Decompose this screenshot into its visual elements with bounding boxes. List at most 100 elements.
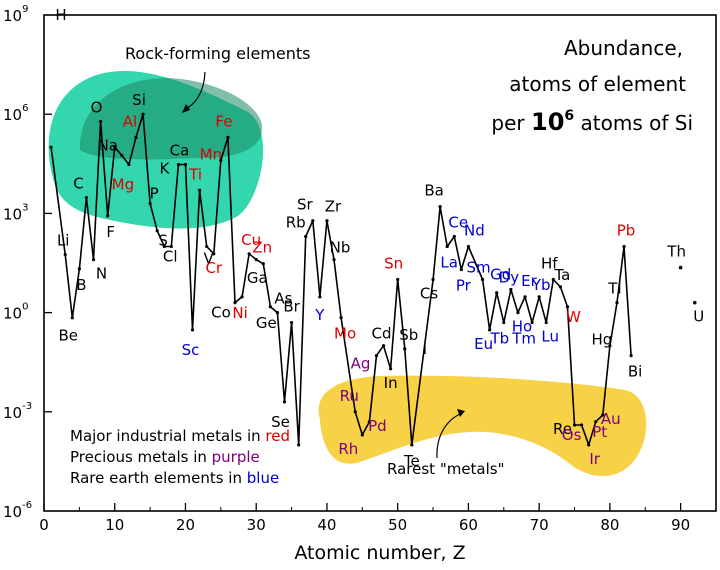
x-axis-label: Atomic number, Z [294,542,465,564]
data-point [445,244,449,249]
data-point [311,219,315,223]
rock-forming-region-dark [79,78,263,160]
rarest-arrow [436,412,463,459]
element-label-tl: Tl [607,280,621,298]
data-point [594,420,598,424]
element-label-tb: Tb [489,330,509,348]
x-tick-label: 80 [600,516,619,534]
element-label-rh: Rh [338,440,358,458]
x-tick-label: 30 [247,516,266,534]
element-label-o: O [91,99,103,117]
data-point [374,354,379,358]
element-label-ho: Ho [512,318,532,336]
element-label-ti: Ti [188,165,202,183]
data-point [289,320,294,325]
data-point [176,162,180,167]
element-label-cl: Cl [163,247,178,265]
element-label-zn: Zn [252,239,272,257]
element-label-f: F [106,223,115,241]
title-line-3: per 106 atoms of Si [491,108,693,136]
element-label-co: Co [211,304,231,322]
data-point [155,229,159,233]
element-label-mg: Mg [112,176,134,194]
rarest-annotation: Rarest "metals" [387,409,505,478]
element-label-be: Be [59,327,79,345]
element-label-th: Th [666,243,686,261]
title-power-base: 10 [531,108,564,136]
data-point [84,196,89,200]
data-point [261,262,265,266]
rarest-label: Rarest "metals" [387,460,505,478]
data-point [587,443,591,447]
data-point [304,234,308,239]
chart-title: Abundance, atoms of element per 106 atom… [491,36,693,136]
element-label-fe: Fe [215,112,232,130]
element-label-dy: Dy [499,268,520,286]
data-point [544,320,548,325]
data-point [332,258,336,262]
element-label-gd: Gd [490,266,511,284]
element-label-sb: Sb [399,326,418,344]
data-point [49,145,53,149]
legend-rare-earth: Rare earth elements in blue [70,469,279,487]
data-point [509,287,513,292]
element-label-cs: Cs [420,285,438,303]
y-tick-label: 109 [3,4,28,25]
data-point [98,119,103,124]
data-point [226,135,230,139]
data-point [488,328,492,332]
x-tick-label: 40 [317,516,336,534]
data-point [134,135,138,139]
element-label-au: Au [601,410,621,428]
data-point [205,244,209,249]
data-point [502,320,506,325]
legend-precious: Precious metals in purple [70,448,260,466]
data-point [438,205,442,209]
data-point [459,267,463,272]
data-point [615,301,619,305]
element-label-bi: Bi [628,363,642,381]
element-label-sc: Sc [182,341,200,359]
element-label-ge: Ge [256,314,277,332]
element-label-nd: Nd [464,221,485,239]
data-point [169,244,173,249]
element-label-os: Os [562,426,582,444]
data-point [523,295,527,299]
rock-forming-annotation: Rock-forming elements [125,44,310,113]
element-label-v: V [204,249,215,267]
element-label-cr: Cr [205,259,222,277]
element-label-eu: Eu [474,335,493,353]
x-tick-label: 0 [39,516,49,534]
data-point [692,300,697,305]
data-point [63,252,67,257]
data-point [275,311,280,315]
data-point [106,214,110,218]
data-point [360,433,364,437]
element-label-b: B [76,276,86,294]
data-point [120,153,124,157]
element-label-na: Na [98,136,118,154]
y-tick-label: 103 [3,202,28,223]
element-label-lu: Lu [541,328,559,346]
element-label-al: Al [123,112,137,130]
element-label-br: Br [283,298,300,316]
element-label-rb: Rb [286,214,306,232]
element-label-pb: Pb [617,221,636,239]
data-point [495,291,499,295]
data-point [381,344,386,348]
element-label-sm: Sm [466,259,490,277]
data-point [77,267,81,271]
element-label-tm: Tm [511,330,536,348]
data-point [530,320,534,325]
data-point [537,295,541,299]
data-point [516,311,520,315]
element-label-mo: Mo [334,325,356,343]
abundance-line [50,113,632,446]
data-point [297,443,301,447]
element-label-cu: Cu [241,231,261,249]
element-label-in: In [384,374,398,392]
data-point [212,252,216,256]
data-point [268,305,272,309]
data-point [70,316,74,320]
